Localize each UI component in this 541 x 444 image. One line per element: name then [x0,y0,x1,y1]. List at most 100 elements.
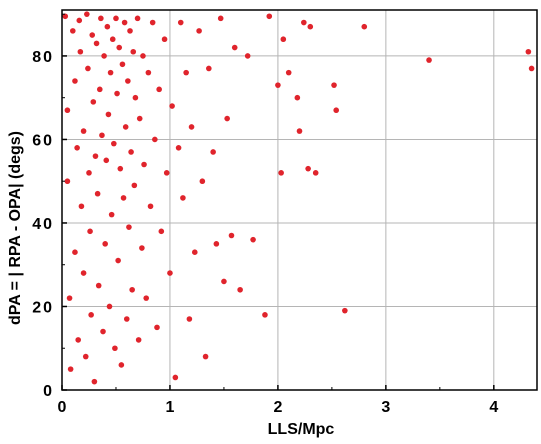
data-point [72,249,78,255]
data-point [177,19,184,26]
data-point [136,115,143,122]
data-point [140,53,146,59]
data-point [114,90,120,97]
data-point [135,337,142,343]
data-point [82,353,89,360]
data-point [158,228,165,235]
data-point [76,17,83,24]
data-point [127,28,133,34]
y-tick-label: 60 [32,132,54,149]
data-point [118,362,125,368]
x-tick-label: 0 [58,399,67,416]
data-point [84,11,90,17]
data-point [64,178,71,185]
data-point [161,36,168,43]
data-point [237,286,243,293]
data-point [112,345,118,352]
data-point [228,232,235,239]
data-point [67,366,74,372]
data-point [224,115,230,122]
data-point [244,53,251,59]
data-point [88,312,94,318]
data-point [333,107,340,114]
grid-lines [62,10,537,390]
data-point [102,241,108,247]
data-point [89,32,96,38]
data-point [262,312,268,318]
data-point [128,149,134,155]
data-point [196,28,202,34]
x-axis-label: LLS/Mpc [268,421,335,438]
data-point [331,82,337,88]
data-point [206,65,212,72]
data-point [528,65,535,72]
data-point [94,190,101,197]
data-point [294,94,301,101]
data-point [134,15,141,22]
data-point [210,149,216,155]
data-point [113,15,119,22]
x-tick-label: 3 [381,399,390,416]
data-point [111,140,117,147]
data-points [62,11,535,385]
data-point [64,107,71,114]
data-point [115,257,121,264]
data-point [307,23,314,30]
data-point [98,15,104,22]
data-point [217,15,224,22]
data-point [426,57,432,63]
data-point [69,28,76,34]
data-point [119,61,126,68]
data-point [141,161,147,168]
data-point [305,165,311,172]
data-point [104,23,111,30]
data-point [213,241,220,247]
data-point [180,195,186,201]
data-point [342,307,348,314]
data-point [312,170,319,176]
data-point [74,145,80,151]
data-point [90,99,97,105]
data-point [107,69,114,76]
data-point [202,353,209,360]
data-point [280,36,287,43]
x-tick-label: 1 [166,399,175,416]
data-point [129,286,135,293]
data-point [100,328,106,335]
data-point [145,69,152,76]
data-point [296,128,303,134]
data-point [72,78,78,84]
data-point [188,124,195,130]
data-point [86,170,92,176]
y-tick-label: 40 [32,216,54,233]
data-point [154,324,160,331]
data-point [169,103,175,109]
data-point [163,170,170,176]
data-point [130,48,137,55]
data-point [147,203,154,210]
data-point [80,128,87,134]
data-point [77,48,84,55]
data-point [199,178,206,185]
x-tick-label: 2 [273,399,282,416]
data-point [149,19,156,26]
data-point [172,374,179,381]
data-point [167,270,173,276]
data-point [78,203,85,210]
data-point [139,245,145,251]
data-point [301,19,307,26]
data-point [85,65,91,72]
data-point [99,132,105,139]
data-point [116,44,123,51]
data-point [101,53,107,59]
data-point [183,69,189,76]
data-point [103,157,110,164]
data-point [186,316,193,322]
data-point [131,182,138,189]
data-point [80,270,87,276]
y-tick-label: 20 [32,299,54,316]
y-tick-label: 80 [32,49,54,66]
plot-frame [61,9,538,391]
data-point [108,211,115,218]
